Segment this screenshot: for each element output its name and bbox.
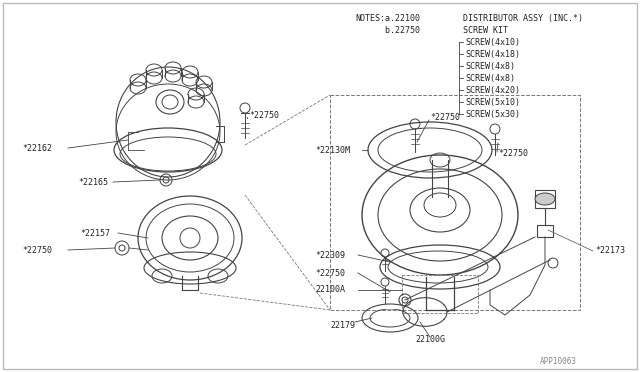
Ellipse shape — [535, 193, 555, 205]
Text: *22173: *22173 — [595, 246, 625, 254]
Text: SCREW(4x8): SCREW(4x8) — [465, 74, 515, 83]
Text: SCREW(5x30): SCREW(5x30) — [465, 109, 520, 119]
Text: *22750: *22750 — [430, 112, 460, 122]
Bar — [535, 190, 555, 208]
Text: SCREW(4x20): SCREW(4x20) — [465, 86, 520, 94]
Text: SCREW(4x8): SCREW(4x8) — [465, 61, 515, 71]
Text: SCREW(5x10): SCREW(5x10) — [465, 97, 520, 106]
Text: *22309: *22309 — [315, 250, 345, 260]
Text: *22130M: *22130M — [315, 145, 350, 154]
Text: *22165: *22165 — [78, 177, 108, 186]
Text: *22162: *22162 — [22, 144, 52, 153]
Text: SCREW(4x18): SCREW(4x18) — [465, 49, 520, 58]
Text: SCREW KIT: SCREW KIT — [463, 26, 508, 35]
Text: 22100A: 22100A — [315, 285, 345, 295]
Text: *22750: *22750 — [498, 148, 528, 157]
Text: *22750: *22750 — [22, 246, 52, 254]
Text: *22750: *22750 — [315, 269, 345, 278]
Text: 22179: 22179 — [330, 321, 355, 330]
Text: 22100G: 22100G — [415, 336, 445, 344]
Text: APP10063: APP10063 — [540, 357, 577, 366]
Text: *22750: *22750 — [249, 110, 279, 119]
Text: DISTRIBUTOR ASSY (INC.*): DISTRIBUTOR ASSY (INC.*) — [463, 13, 583, 22]
Text: *22157: *22157 — [80, 228, 110, 237]
Text: b.22750: b.22750 — [355, 26, 420, 35]
Text: SCREW(4x10): SCREW(4x10) — [465, 38, 520, 46]
Bar — [537, 225, 553, 237]
Text: NOTES:a.22100: NOTES:a.22100 — [355, 13, 420, 22]
